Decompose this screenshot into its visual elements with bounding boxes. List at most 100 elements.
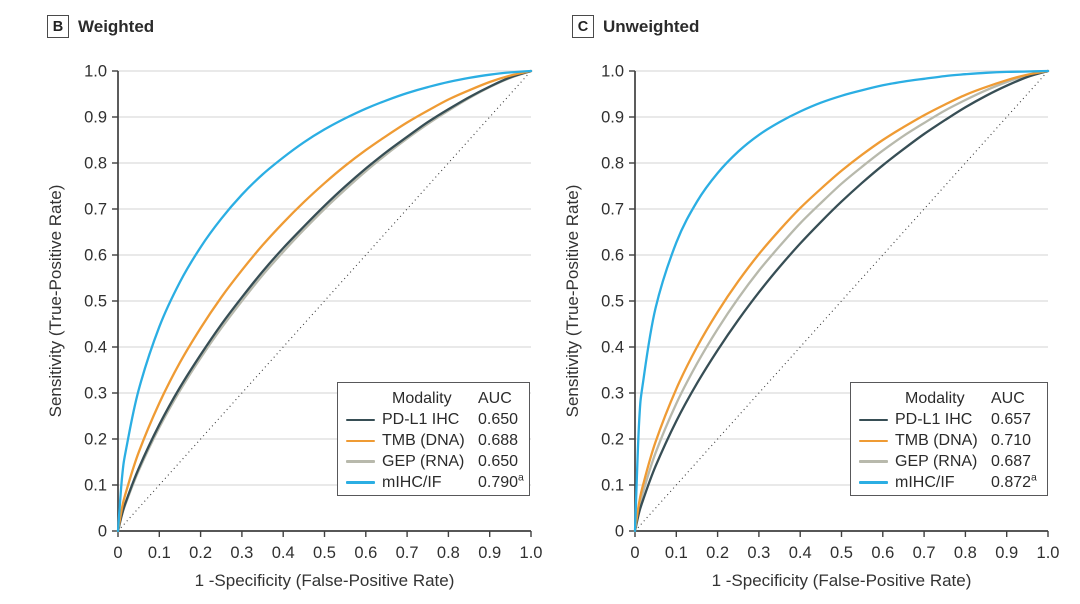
panel-letter-b: B (47, 15, 69, 38)
x-tick-label: 0.4 (789, 544, 812, 562)
legend-swatch (346, 481, 382, 484)
legend-swatch (859, 439, 895, 443)
roc-curve-mihc-if (633, 69, 1050, 533)
legend-swatch (346, 418, 382, 422)
legend-series-label: GEP (RNA) (382, 452, 465, 470)
y-tick-label: 0.1 (84, 477, 107, 495)
y-tick-label: 1.0 (84, 63, 107, 81)
x-tick-label: 0.6 (354, 544, 377, 562)
x-tick-label: 0.7 (396, 544, 419, 562)
x-tick-label: 0.9 (995, 544, 1018, 562)
legend-swatch (346, 460, 382, 464)
y-tick-label: 0.3 (601, 385, 624, 403)
legend-auc-value: 0.650 (478, 452, 519, 470)
x-tick-label: 0.1 (148, 544, 171, 562)
x-tick-label: 0.8 (437, 544, 460, 562)
x-tick-label: 0.3 (230, 544, 253, 562)
x-tick-label: 0.4 (272, 544, 295, 562)
legend-auc-value: 0.710 (991, 431, 1032, 449)
x-tick-label: 1.0 (1037, 544, 1060, 562)
legend-swatch-line (859, 481, 888, 484)
legend-header-auc: AUC (478, 390, 512, 408)
legend-swatch-line (346, 418, 375, 422)
panel-letter-c: C (572, 15, 594, 38)
x-tick-label: 0.3 (747, 544, 770, 562)
legend-swatch-line (346, 439, 375, 443)
legend-row: mIHC/IF 0.790a (346, 471, 524, 493)
legend-series-label: PD-L1 IHC (382, 411, 460, 429)
x-tick-label: 0.9 (478, 544, 501, 562)
legend-header-modality: Modality (905, 390, 965, 408)
x-axis-label-c: 1 -Specificity (False-Positive Rate) (711, 571, 972, 590)
diagonal-reference-line (117, 70, 532, 532)
y-tick-label: 0 (98, 523, 107, 541)
y-tick-label: 0.5 (601, 293, 624, 311)
legend-swatch-line (346, 460, 375, 464)
legend-row: mIHC/IF 0.872a (859, 472, 1041, 493)
roc-curve-pd-l1-ihc (633, 69, 1050, 533)
y-tick-label: 0.2 (601, 431, 624, 449)
legend-auc-superscript: a (518, 471, 524, 484)
legend-swatch-line (859, 418, 888, 422)
legend-row: PD-L1 IHC 0.657 (859, 410, 1041, 431)
x-tick-label: 0.6 (871, 544, 894, 562)
x-tick-label: 0.2 (189, 544, 212, 562)
y-tick-label: 0.9 (601, 109, 624, 127)
y-tick-label: 0.2 (84, 431, 107, 449)
legend-series-label: GEP (RNA) (895, 452, 978, 470)
legend-header-modality: Modality (392, 390, 452, 408)
roc-curve-pd-l1-ihc (116, 69, 533, 533)
x-tick-label: 0 (113, 544, 122, 562)
legend-header-auc: AUC (991, 390, 1025, 408)
y-tick-label: 0.1 (601, 477, 624, 495)
panel-title-unweighted: Unweighted (603, 16, 700, 36)
y-tick-label: 0.8 (84, 155, 107, 173)
panel-title-weighted: Weighted (78, 16, 155, 36)
x-tick-label: 0.2 (706, 544, 729, 562)
x-tick-label: 0 (630, 544, 639, 562)
y-tick-label: 0.7 (601, 201, 624, 219)
x-tick-label: 0.5 (313, 544, 336, 562)
legend-auc-value: 0.688 (478, 431, 519, 449)
legend-row: PD-L1 IHC 0.650 (346, 410, 523, 431)
legend-c: Modality AUC PD-L1 IHC 0.657 TMB (DNA) 0.71… (850, 382, 1048, 496)
legend-auc-value: 0.657 (991, 411, 1032, 429)
legend-auc-value: 0.872a (991, 471, 1037, 491)
legend-row: TMB (DNA) 0.688 (346, 431, 523, 452)
y-tick-label: 0.8 (601, 155, 624, 173)
legend-header-row: Modality AUC (859, 389, 1041, 410)
legend-row: GEP (RNA) 0.650 (346, 451, 523, 472)
legend-series-label: mIHC/IF (382, 473, 442, 491)
roc-curve-tmb-dna (116, 69, 533, 533)
y-tick-label: 0.4 (601, 339, 624, 357)
legend-auc-superscript: a (1031, 471, 1037, 484)
y-tick-label: 0.3 (84, 385, 107, 403)
x-tick-label: 1.0 (520, 544, 543, 562)
y-tick-label: 0.7 (84, 201, 107, 219)
legend-swatch (346, 439, 382, 443)
legend-swatch-line (859, 439, 888, 443)
legend-auc-value: 0.650 (478, 411, 519, 429)
legend-series-label: mIHC/IF (895, 473, 955, 491)
legend-swatch (859, 460, 895, 464)
x-tick-label: 0.7 (913, 544, 936, 562)
legend-series-label: PD-L1 IHC (895, 411, 973, 429)
legend-swatch-line (859, 460, 888, 464)
x-tick-label: 0.8 (954, 544, 977, 562)
legend-series-label: TMB (DNA) (382, 431, 465, 449)
y-tick-label: 0 (615, 523, 624, 541)
y-tick-label: 1.0 (601, 63, 624, 81)
panel-header-c: C Unweighted (572, 15, 699, 38)
y-tick-label: 0.6 (84, 247, 107, 265)
y-tick-label: 0.4 (84, 339, 107, 357)
legend-swatch (859, 481, 895, 484)
legend-row: TMB (DNA) 0.710 (859, 431, 1041, 452)
legend-row: GEP (RNA) 0.687 (859, 451, 1041, 472)
legend-auc-value: 0.687 (991, 452, 1032, 470)
legend-series-label: TMB (DNA) (895, 431, 978, 449)
y-tick-label: 0.9 (84, 109, 107, 127)
legend-swatch-line (346, 481, 375, 484)
x-tick-label: 0.1 (665, 544, 688, 562)
legend-b: Modality AUC PD-L1 IHC 0.650 TMB (DNA) 0.68… (337, 382, 530, 496)
